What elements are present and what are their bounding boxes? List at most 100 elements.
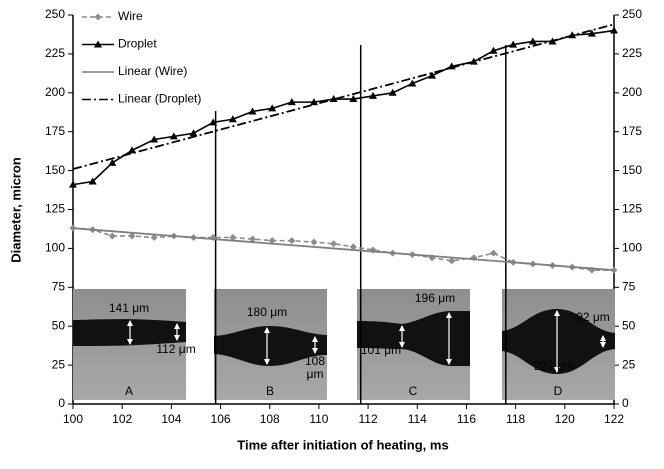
inset-annotation: 180 μm: [247, 305, 287, 319]
y-axis-title: Diameter, micron: [8, 157, 23, 263]
inset-photo: 196 μm 101 μm C: [357, 289, 470, 400]
y2-tick-label: 125: [622, 202, 642, 216]
marker-diamond: [288, 237, 296, 245]
inset-photo: 141 μm 112 μm A: [73, 289, 196, 400]
marker-diamond: [490, 249, 498, 257]
marker-triangle: [349, 95, 358, 103]
y-tick-label: 125: [45, 202, 65, 216]
inset-photo: 180 μm 108 μm B: [214, 289, 327, 400]
legend-label: Linear (Wire): [118, 64, 187, 78]
legend-marker: [94, 13, 102, 21]
marker-triangle: [189, 129, 198, 137]
marker-diamond: [249, 235, 257, 243]
y2-tick-label: 50: [622, 318, 636, 332]
y2-tick-label: 100: [622, 241, 642, 255]
inset-annotation: 227 μm: [534, 359, 574, 373]
marker-triangle: [489, 46, 498, 54]
marker-diamond: [310, 238, 318, 246]
y2-tick-label: 250: [622, 7, 642, 21]
marker-diamond: [150, 234, 158, 242]
marker-triangle: [509, 40, 518, 48]
marker-diamond: [229, 234, 237, 242]
inset-annotation: 112 μm: [156, 342, 195, 356]
y-tick-label: 200: [45, 85, 65, 99]
x-tick-label: 106: [211, 412, 231, 426]
photo-shape: [357, 311, 470, 366]
y-tick-label: 50: [52, 318, 66, 332]
x-tick-label: 108: [260, 412, 280, 426]
marker-triangle: [369, 91, 378, 99]
x-tick-label: 110: [309, 412, 328, 426]
marker-triangle: [150, 135, 159, 143]
series-line: [72, 227, 615, 272]
y-tick-label: 225: [45, 46, 65, 60]
y-tick-label: 100: [45, 241, 65, 255]
marker-diamond: [128, 232, 136, 240]
legend-label: Linear (Droplet): [118, 92, 201, 106]
y2-tick-label: 150: [622, 163, 642, 177]
marker-triangle: [248, 107, 257, 115]
marker-diamond: [448, 257, 456, 265]
marker-triangle: [69, 180, 77, 188]
series-line: [72, 23, 615, 170]
y-tick-label: 250: [45, 7, 65, 21]
inset-annotation: 108 μm: [305, 354, 325, 381]
y2-tick-label: 75: [622, 279, 636, 293]
marker-triangle: [408, 79, 417, 87]
marker-diamond: [108, 232, 116, 240]
marker-triangle: [108, 158, 117, 166]
x-tick-label: 120: [555, 412, 575, 426]
marker-triangle: [287, 98, 296, 106]
photo-shape: [214, 326, 327, 366]
y-tick-label: 75: [52, 279, 66, 293]
marker-triangle: [128, 146, 137, 154]
marker-diamond: [268, 237, 276, 245]
marker-triangle: [428, 71, 437, 79]
marker-triangle: [209, 118, 218, 126]
x-tick-label: 100: [63, 412, 83, 426]
inset-annotation: 196 μm: [415, 291, 455, 305]
y2-tick-label: 175: [622, 124, 642, 138]
y2-tick-label: 25: [622, 357, 636, 371]
marker-triangle: [587, 29, 596, 37]
marker-triangle: [88, 177, 97, 185]
x-tick-label: 102: [112, 412, 132, 426]
marker-triangle: [228, 115, 237, 123]
marker-triangle: [528, 37, 537, 45]
marker-triangle: [610, 26, 618, 34]
y2-tick-label: 200: [622, 85, 642, 99]
inset-label: B: [266, 384, 274, 398]
x-tick-label: 114: [408, 412, 427, 426]
marker-triangle: [388, 88, 397, 96]
inset-label: A: [125, 384, 133, 398]
inset-annotation: 101 μm: [361, 343, 401, 357]
inset-annotation: 141 μm: [109, 301, 149, 315]
series-line: [72, 29, 615, 186]
inset-label: D: [554, 384, 563, 398]
x-tick-label: 104: [161, 412, 181, 426]
y-tick-label: 25: [52, 357, 66, 371]
x-axis-title: Time after initiation of heating, ms: [237, 437, 448, 452]
marker-triangle: [268, 104, 277, 112]
y-tick-label: 0: [58, 396, 65, 410]
inset-annotation: 92 μm: [576, 310, 610, 324]
x-tick-label: 116: [457, 412, 476, 426]
legend-background: [76, 5, 236, 111]
x-tick-label: 118: [506, 412, 525, 426]
inset-label: C: [409, 384, 418, 398]
series-line: [72, 227, 614, 271]
marker-diamond: [349, 243, 357, 251]
x-tick-label: 112: [359, 412, 378, 426]
x-tick-label: 122: [604, 412, 624, 426]
marker-triangle: [169, 132, 178, 140]
y2-tick-label: 0: [622, 396, 629, 410]
legend-marker: [94, 40, 102, 48]
y-tick-label: 150: [45, 163, 65, 177]
y2-tick-label: 225: [622, 46, 642, 60]
legend-label: Droplet: [118, 37, 157, 51]
legend-label: Wire: [118, 9, 143, 23]
marker-diamond: [330, 240, 338, 248]
y-tick-label: 175: [45, 124, 65, 138]
inset-photo: 92 μm 227 μm D: [502, 289, 615, 400]
